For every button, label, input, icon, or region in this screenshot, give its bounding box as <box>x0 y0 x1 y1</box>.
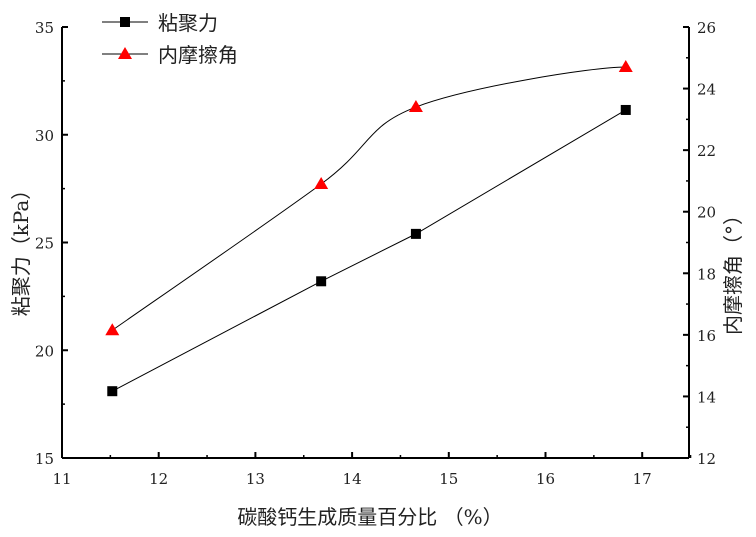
legend-label-cohesion: 粘聚力 <box>158 11 218 35</box>
axes: 11 12 13 14 15 16 17 15 20 25 30 35 12 14 16 18 20 22 24 26 <box>35 19 716 488</box>
y-right-tick-label: 16 <box>697 327 716 345</box>
x-tick-label: 16 <box>536 470 555 488</box>
y-right-tick-label: 22 <box>697 142 716 160</box>
data-point-cohesion <box>410 228 421 239</box>
data-point-friction <box>618 60 633 73</box>
x-tick-label: 14 <box>343 470 362 488</box>
x-axis-label: 碳酸钙生成质量百分比 （%） <box>237 505 502 529</box>
legend-marker-square <box>120 17 130 27</box>
x-tick-label: 11 <box>52 470 71 488</box>
y-left-tick-label: 30 <box>35 127 54 145</box>
y-right-tick-label: 14 <box>697 388 716 406</box>
legend-label-friction: 内摩擦角 <box>158 43 238 67</box>
y-right-tick-label: 20 <box>697 204 716 222</box>
series-line-cohesion <box>112 109 627 392</box>
legend: 粘聚力 内摩擦角 <box>102 11 238 67</box>
data-point-friction <box>105 323 120 336</box>
y-axis-right-label: 内摩擦角（°） <box>721 205 745 335</box>
x-tick-label: 12 <box>149 470 168 488</box>
series-markers <box>105 60 633 397</box>
y-left-tick-label: 35 <box>35 19 54 37</box>
y-left-tick-label: 25 <box>35 235 54 253</box>
y-axis-left-label: 粘聚力（kPa） <box>9 180 33 317</box>
x-tick-label: 13 <box>246 470 265 488</box>
data-point-friction <box>314 177 329 190</box>
y-right-tick-label: 12 <box>697 450 716 468</box>
data-point-cohesion <box>620 104 631 115</box>
y-right-tick-label: 24 <box>697 81 716 99</box>
y-left-tick-label: 15 <box>35 450 54 468</box>
legend-marker-triangle <box>118 47 132 59</box>
y-right-tick-label: 26 <box>697 19 716 37</box>
data-point-cohesion <box>107 386 118 397</box>
y-left-tick-label: 20 <box>35 342 54 360</box>
series-line-friction <box>111 66 626 331</box>
y-right-tick-label: 18 <box>697 265 716 283</box>
x-tick-label: 15 <box>439 470 458 488</box>
series-lines <box>111 66 627 392</box>
x-tick-label: 17 <box>633 470 652 488</box>
data-point-friction <box>408 100 423 113</box>
data-point-cohesion <box>316 276 327 287</box>
